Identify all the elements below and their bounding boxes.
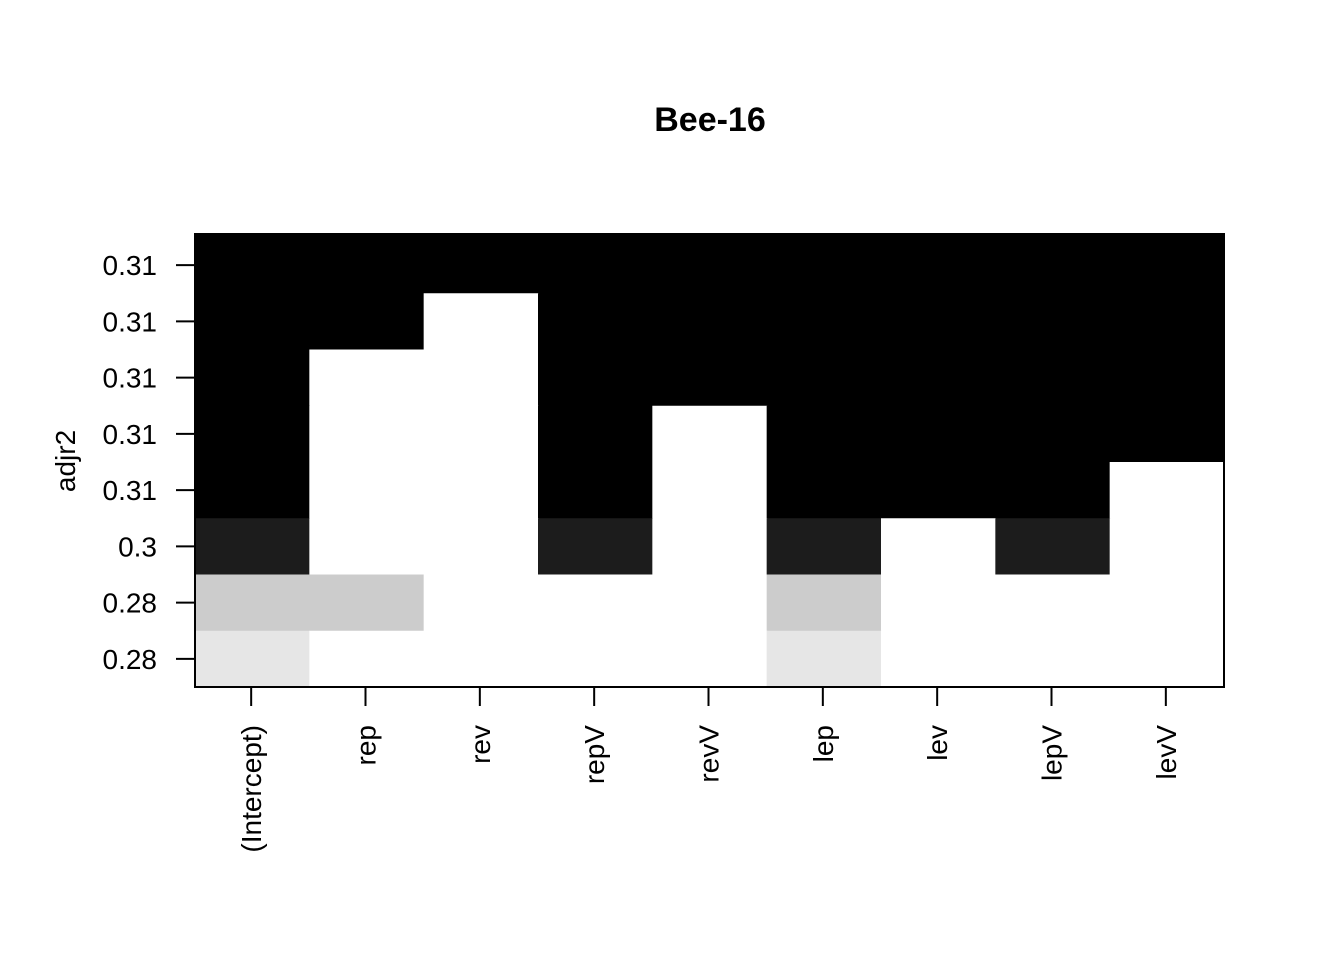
y-axis: 0.31 0.31 0.31 0.31 0.31 0.3 0.28 0.28 [103, 250, 195, 675]
heatmap-cell [538, 630, 653, 688]
y-tick-label: 0.3 [118, 531, 157, 562]
heatmap-cell [309, 349, 425, 407]
heatmap-cell [538, 574, 653, 632]
x-tick-label: repV [579, 725, 610, 784]
heatmap-cell [309, 518, 425, 576]
heatmap-cell [652, 630, 768, 688]
heatmap-cell [881, 405, 996, 463]
heatmap-cells [195, 234, 1225, 688]
heatmap-cell [423, 349, 539, 407]
heatmap-cell [195, 405, 310, 463]
y-tick-label: 0.31 [103, 419, 158, 450]
heatmap-cell [423, 405, 539, 463]
heatmap-cell [881, 293, 996, 351]
heatmap-cell [309, 237, 425, 294]
heatmap-cell [538, 518, 653, 576]
heatmap-cell [538, 237, 653, 294]
heatmap-cell [995, 574, 1111, 632]
heatmap-cell [195, 293, 310, 351]
heatmap-cell [766, 237, 882, 294]
heatmap-cell [1109, 462, 1225, 519]
heatmap-cell [1109, 293, 1225, 351]
heatmap-cell [766, 630, 882, 688]
heatmap-cell [423, 630, 539, 688]
heatmap-cell [423, 574, 539, 632]
heatmap-cell [881, 349, 996, 407]
heatmap-cell [995, 405, 1111, 463]
heatmap-cell [881, 518, 996, 576]
heatmap-cell [652, 405, 768, 463]
y-tick-label: 0.31 [103, 363, 158, 394]
x-tick-label: (Intercept) [236, 725, 267, 853]
y-axis-title: adjr2 [50, 430, 81, 492]
heatmap-cell [652, 518, 768, 576]
chart-title: Bee-16 [654, 101, 766, 139]
heatmap-cell [881, 574, 996, 632]
y-tick-label: 0.31 [103, 475, 158, 506]
heatmap-cell [766, 405, 882, 463]
heatmap-cell [995, 630, 1111, 688]
heatmap-cell [423, 518, 539, 576]
y-tick-label: 0.31 [103, 306, 158, 337]
heatmap-cell [1109, 574, 1225, 632]
heatmap-cell [195, 574, 310, 632]
heatmap-cell [1109, 349, 1225, 407]
heatmap-cell [195, 462, 310, 519]
heatmap-cell [309, 293, 425, 351]
heatmap-cell [538, 293, 653, 351]
x-tick-label: lepV [1037, 725, 1068, 781]
heatmap-cell [766, 462, 882, 519]
heatmap-cell [309, 630, 425, 688]
heatmap-cell [652, 293, 768, 351]
heatmap-cell [1109, 518, 1225, 576]
x-tick-label: rev [465, 725, 496, 764]
x-tick-label: levV [1151, 725, 1182, 780]
y-tick-label: 0.28 [103, 588, 158, 619]
heatmap-cell [1109, 237, 1225, 294]
heatmap-cell [995, 349, 1111, 407]
y-tick-label: 0.31 [103, 250, 158, 281]
x-tick-label: lep [808, 725, 839, 762]
heatmap-cell [423, 462, 539, 519]
heatmap-cell [309, 405, 425, 463]
heatmap-cell [995, 518, 1111, 576]
heatmap-cell [309, 574, 425, 632]
heatmap-cell [995, 462, 1111, 519]
x-tick-label: lev [922, 725, 953, 761]
heatmap-cell [195, 237, 310, 294]
heatmap-cell [1109, 405, 1225, 463]
heatmap-cell [652, 237, 768, 294]
heatmap-cell [766, 574, 882, 632]
x-tick-label: revV [694, 725, 725, 783]
heatmap-cell [881, 462, 996, 519]
heatmap-cell [1109, 630, 1225, 688]
heatmap-cell [652, 462, 768, 519]
heatmap-cell [652, 349, 768, 407]
heatmap-cell [881, 237, 996, 294]
heatmap-cell [423, 237, 539, 294]
heatmap-cell [423, 293, 539, 351]
heatmap-cell [195, 349, 310, 407]
heatmap-cell [766, 349, 882, 407]
y-tick-label: 0.28 [103, 644, 158, 675]
heatmap-cell [995, 237, 1111, 294]
heatmap-cell [766, 293, 882, 351]
heatmap-cell [538, 349, 653, 407]
heatmap-cell [195, 518, 310, 576]
heatmap-cell [881, 630, 996, 688]
heatmap-cell [195, 234, 1224, 238]
heatmap-cell [538, 462, 653, 519]
x-tick-label: rep [351, 725, 382, 765]
heatmap-cell [652, 574, 768, 632]
heatmap-cell [538, 405, 653, 463]
heatmap-cell [195, 630, 310, 688]
heatmap-cell [766, 518, 882, 576]
x-axis: (Intercept) rep rev repV revV lep lev lepV levV [236, 687, 1182, 853]
heatmap-cell [309, 462, 425, 519]
heatmap-cell [995, 293, 1111, 351]
